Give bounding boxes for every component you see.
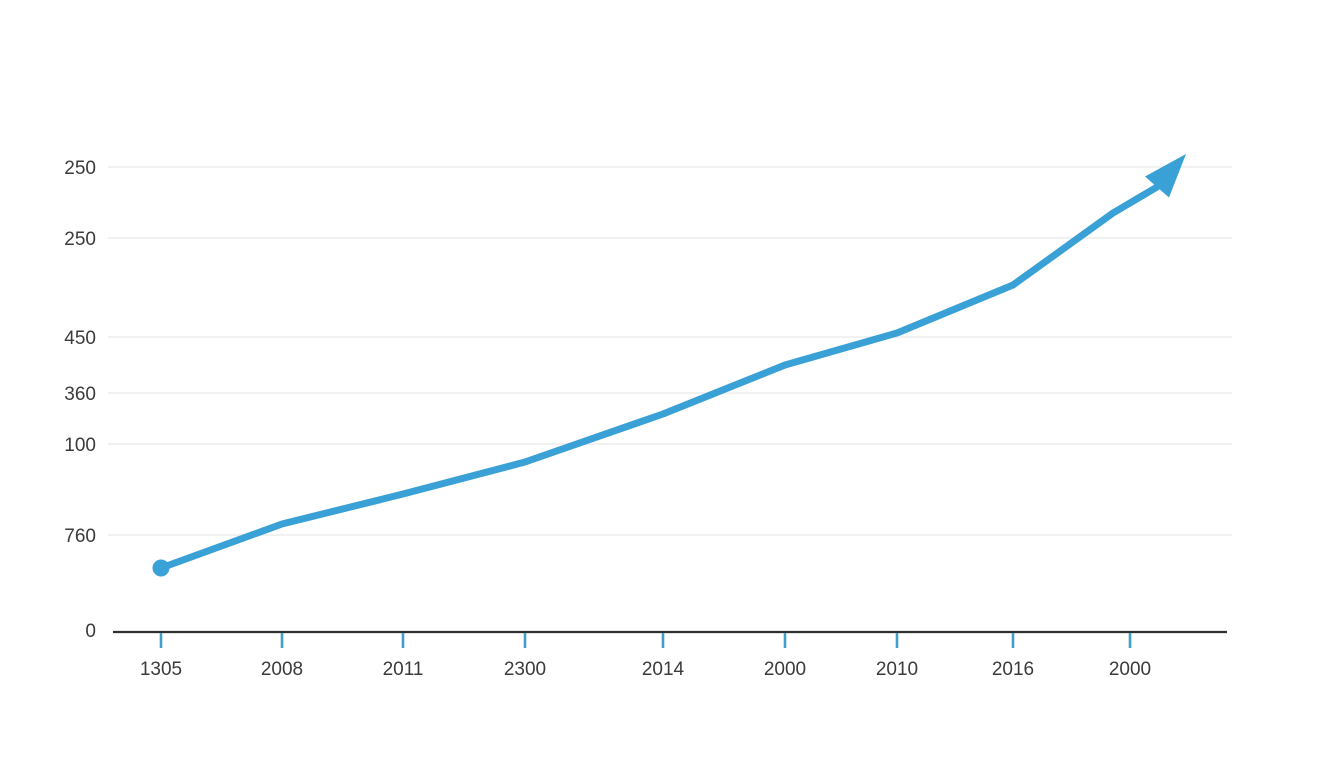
x-axis-tick-label: 2000 — [764, 659, 806, 680]
x-axis-tick-label: 2014 — [642, 659, 685, 680]
y-axis-tick-label: 0 — [85, 621, 96, 642]
x-axis-tick-label: 2008 — [261, 659, 303, 680]
x-axis-tick-label: 2010 — [876, 659, 918, 680]
y-axis-tick-label: 250 — [64, 229, 96, 250]
trend-line — [157, 183, 1161, 572]
arrowhead — [1144, 154, 1186, 198]
x-axis-tick-label: 2300 — [504, 659, 546, 680]
x-axis-tick-label: 2011 — [383, 659, 424, 680]
series-start-dot — [152, 559, 170, 577]
y-axis-tick-label: 450 — [64, 328, 96, 349]
x-axis-tick-label: 2000 — [1109, 659, 1151, 680]
y-axis-tick-label: 760 — [64, 526, 96, 547]
y-axis-tick-label: 100 — [64, 435, 96, 456]
x-axis-tick-label: 1305 — [140, 659, 182, 680]
y-axis-tick-label: 360 — [64, 384, 96, 405]
y-axis-tick-label: 250 — [64, 158, 96, 179]
x-axis-tick-label: 2016 — [992, 659, 1034, 680]
